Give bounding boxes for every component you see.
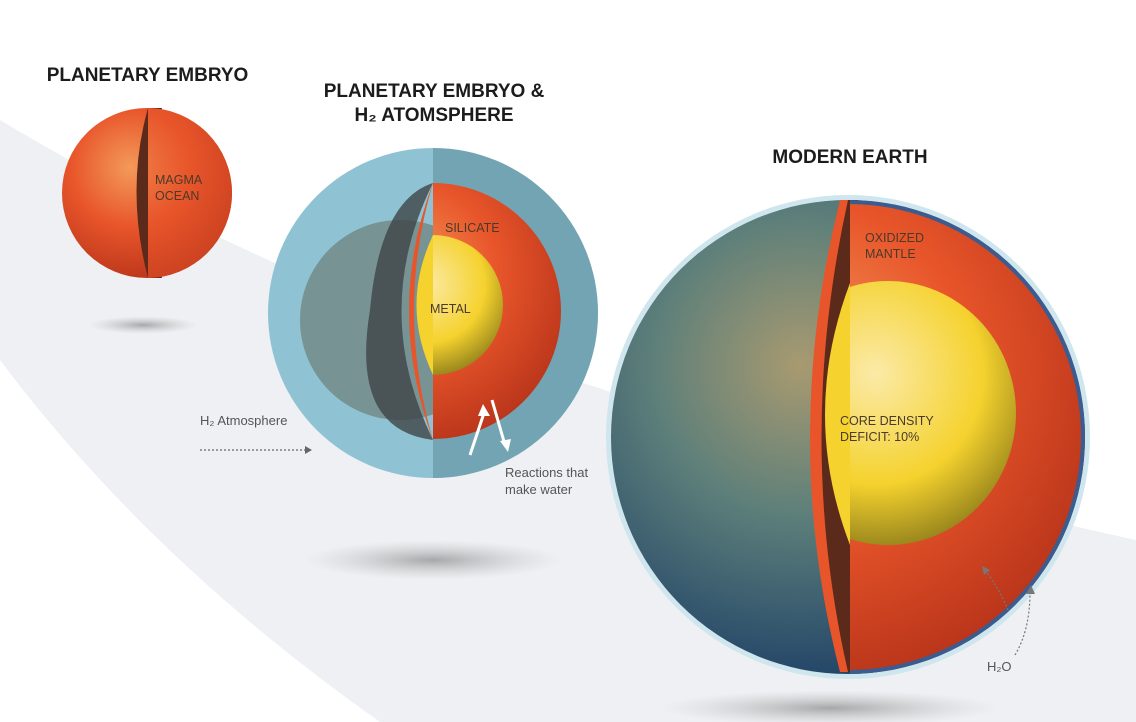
h2-atmosphere-annotation: H₂ Atmosphere [200,413,288,428]
silicate-label: SILICATE [445,221,500,235]
embryo2-shadow [303,540,563,580]
h2o-annotation: H₂O [987,659,1012,674]
earth-shadow [660,690,1000,722]
oxidized-mantle-label: OXIDIZED MANTLE [865,231,925,261]
modern-earth [606,195,1090,679]
planetary-embryo [62,108,232,278]
embryo-shadow [88,316,198,334]
magma-ocean-label: MAGMA OCEAN [155,173,203,203]
core-density-label: CORE DENSITY DEFICIT: 10% [840,414,934,444]
stage3-title: MODERN EARTH [772,147,928,168]
reactions-annotation: Reactions that make water [505,465,589,497]
stage2-title-line1: PLANETARY EMBRYO & [323,81,545,102]
stage2-title-line2: H₂ ATOMSPHERE [354,105,514,126]
stage2-title: PLANETARY EMBRYO & H₂ ATOMSPHERE [300,80,568,128]
embryo-with-atmosphere [200,148,598,478]
metal-label: METAL [430,302,471,316]
stage1-title: PLANETARY EMBRYO [46,65,249,86]
